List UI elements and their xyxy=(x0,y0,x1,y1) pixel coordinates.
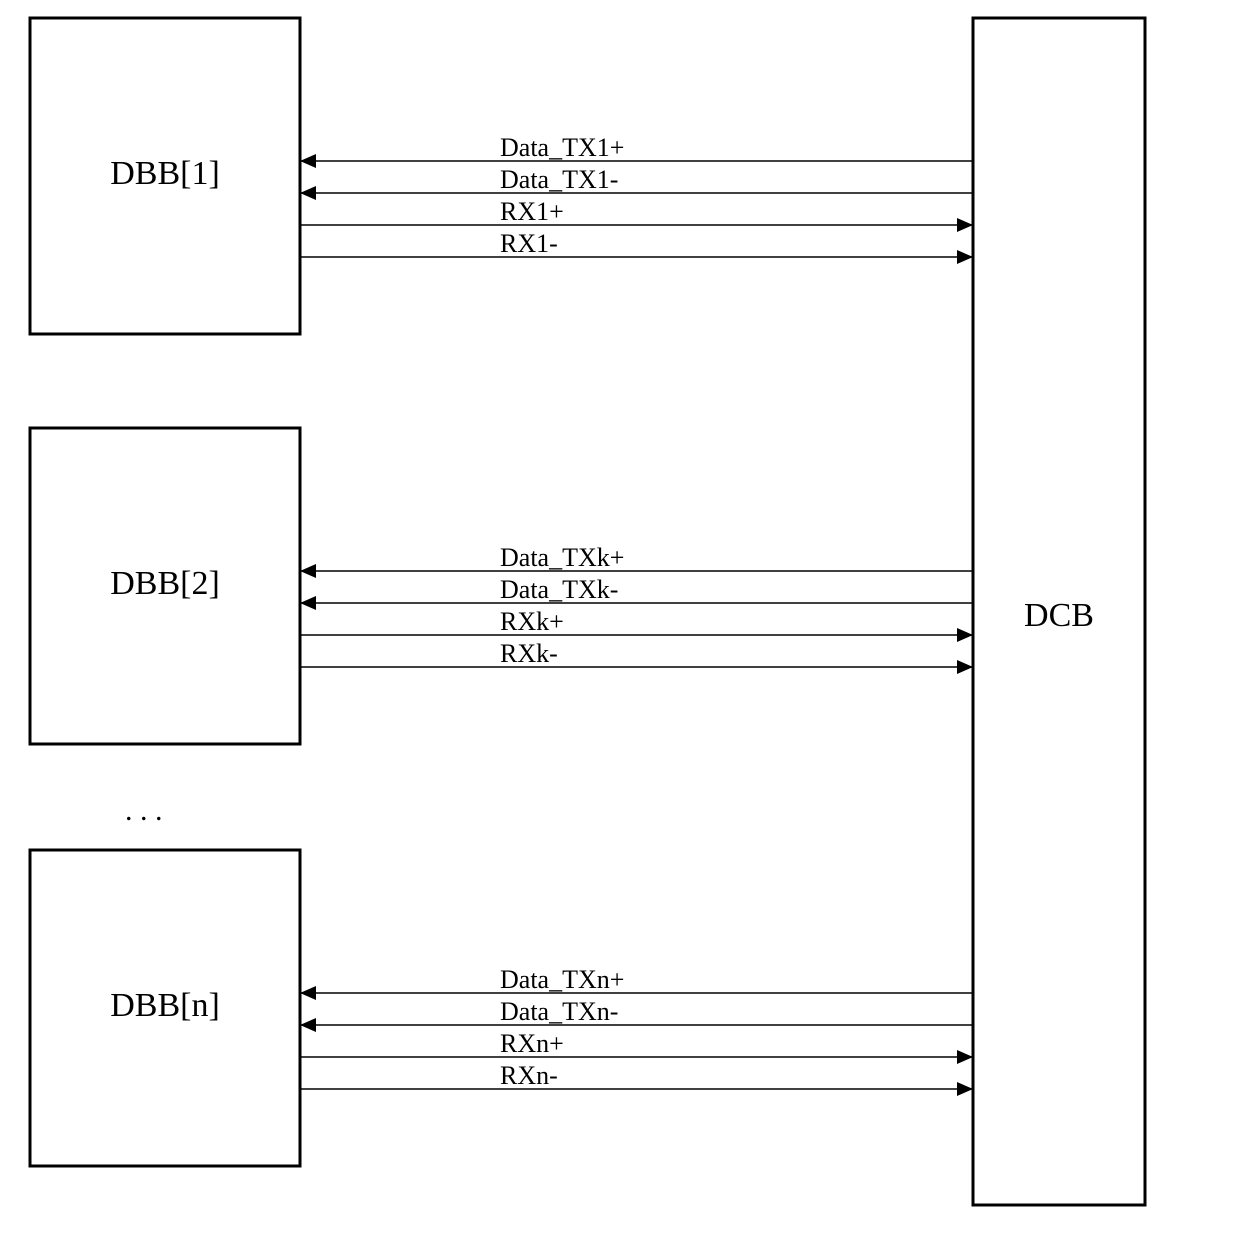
wire-label-1-2: RXk+ xyxy=(500,607,564,636)
wire-label-0-2: RX1+ xyxy=(500,197,564,226)
wire-label-2-0: Data_TXn+ xyxy=(500,965,624,994)
wire-label-0-0: Data_TX1+ xyxy=(500,133,624,162)
wire-label-1-1: Data_TXk- xyxy=(500,575,618,604)
dcb-label: DCB xyxy=(1024,597,1094,634)
wire-label-2-1: Data_TXn- xyxy=(500,997,618,1026)
dbb-label-2: DBB[n] xyxy=(110,987,220,1024)
dbb-label-1: DBB[2] xyxy=(110,565,220,602)
ellipsis: . . . xyxy=(125,794,163,827)
wire-label-0-1: Data_TX1- xyxy=(500,165,618,194)
wire-label-1-3: RXk- xyxy=(500,639,558,668)
wire-label-2-3: RXn- xyxy=(500,1061,558,1090)
wire-label-2-2: RXn+ xyxy=(500,1029,564,1058)
wire-label-0-3: RX1- xyxy=(500,229,558,258)
dbb-label-0: DBB[1] xyxy=(110,155,220,192)
wire-label-1-0: Data_TXk+ xyxy=(500,543,624,572)
